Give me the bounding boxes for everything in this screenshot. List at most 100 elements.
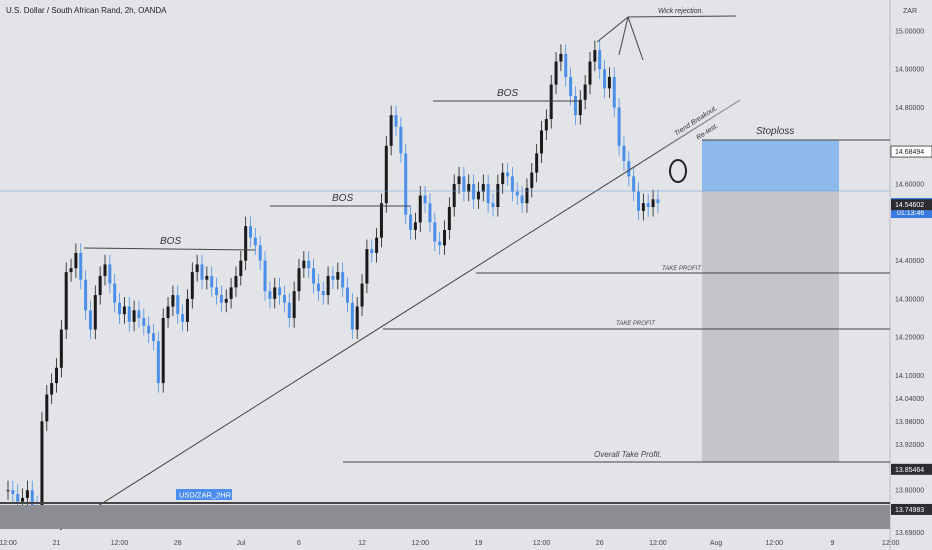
retest-line bbox=[659, 99, 741, 151]
candle bbox=[312, 268, 316, 284]
candle bbox=[612, 76, 616, 108]
candle bbox=[443, 229, 446, 246]
x-tick-label: 12:00 bbox=[111, 540, 129, 547]
x-tick-label: Aug bbox=[710, 540, 723, 547]
candle bbox=[637, 191, 640, 211]
candle bbox=[69, 268, 73, 273]
candle bbox=[336, 272, 340, 280]
support-zone bbox=[0, 505, 890, 529]
candle bbox=[462, 176, 466, 192]
candle bbox=[350, 302, 354, 330]
candle bbox=[249, 226, 252, 238]
candle bbox=[375, 237, 379, 253]
candle bbox=[108, 264, 112, 284]
price-tag-box bbox=[891, 463, 932, 475]
candle bbox=[476, 191, 480, 200]
candle bbox=[447, 207, 451, 230]
candle bbox=[501, 172, 505, 185]
candle bbox=[122, 306, 126, 315]
candle bbox=[481, 184, 485, 192]
x-tick-label: Jul bbox=[236, 540, 245, 547]
take-profit-label-2: TAKE PROFIT bbox=[616, 321, 656, 327]
candle bbox=[132, 310, 136, 322]
candle bbox=[316, 283, 320, 292]
price-tag-label: 14.68494 bbox=[895, 149, 924, 156]
candle bbox=[646, 203, 650, 208]
candle bbox=[6, 490, 10, 492]
candle bbox=[607, 76, 611, 89]
candle bbox=[215, 287, 219, 296]
candle bbox=[622, 145, 626, 162]
candle bbox=[617, 107, 621, 146]
candle bbox=[190, 272, 194, 299]
candle bbox=[59, 329, 63, 368]
candle bbox=[176, 295, 180, 315]
candle bbox=[137, 310, 141, 319]
candle bbox=[200, 264, 204, 280]
candle bbox=[161, 318, 165, 384]
candle bbox=[467, 184, 471, 192]
candle bbox=[302, 260, 306, 269]
candle bbox=[549, 84, 553, 119]
x-tick-label: 6 bbox=[297, 540, 301, 547]
candle bbox=[79, 252, 83, 280]
wick-arrow-2 bbox=[618, 16, 629, 56]
candle bbox=[142, 318, 146, 326]
candle bbox=[156, 340, 160, 384]
candle bbox=[25, 490, 29, 498]
candle bbox=[588, 61, 592, 85]
candle bbox=[578, 99, 582, 116]
y-tick-label: 14.10000 bbox=[895, 373, 924, 380]
candle bbox=[472, 184, 476, 200]
x-tick-label: 12:00 bbox=[766, 540, 784, 547]
candle bbox=[632, 176, 636, 192]
candle bbox=[569, 76, 573, 97]
candle bbox=[40, 421, 44, 514]
axis-currency: ZAR bbox=[903, 8, 917, 15]
y-tick-label: 13.69000 bbox=[895, 530, 924, 537]
candle bbox=[273, 287, 277, 299]
candle bbox=[438, 241, 442, 246]
candle bbox=[147, 325, 151, 334]
candle bbox=[321, 291, 325, 296]
candle bbox=[627, 161, 631, 177]
candle bbox=[365, 249, 369, 284]
stoploss-zone bbox=[702, 140, 839, 191]
y-tick-label: 13.98000 bbox=[895, 419, 924, 426]
candle bbox=[11, 490, 15, 495]
wick-arrow-3 bbox=[627, 16, 644, 61]
y-tick-label: 14.90000 bbox=[895, 67, 924, 74]
y-tick-label: 14.20000 bbox=[895, 335, 924, 342]
candle bbox=[50, 383, 54, 395]
price-axis[interactable]: ZAR 15.00000 14.90000 14.80000 14.60000 14.40… bbox=[890, 8, 932, 537]
price-tag-countdown: 01:13:46 bbox=[897, 210, 924, 217]
y-tick-label: 13.92000 bbox=[895, 442, 924, 449]
candle bbox=[510, 176, 514, 192]
price-tag-label: 13.74983 bbox=[895, 507, 924, 514]
candle bbox=[520, 195, 524, 204]
time-axis[interactable]: 12:00 21 12:00 28 Jul 6 12 12:00 19 12:00 26 12:00 A… bbox=[0, 540, 900, 547]
candle bbox=[292, 291, 296, 319]
candle bbox=[224, 298, 228, 303]
candle bbox=[297, 268, 301, 292]
y-tick-label: 15.00000 bbox=[895, 28, 924, 35]
candle bbox=[152, 333, 155, 341]
candle bbox=[171, 295, 175, 307]
candle bbox=[21, 497, 25, 502]
candle bbox=[379, 203, 383, 238]
candle bbox=[554, 61, 558, 85]
candle bbox=[656, 199, 660, 204]
price-tag-label: 14.54602 bbox=[895, 202, 924, 209]
candle bbox=[307, 260, 311, 269]
candle bbox=[55, 367, 58, 384]
candle bbox=[583, 84, 587, 100]
x-tick-label: 12:00 bbox=[411, 540, 429, 547]
candle bbox=[404, 153, 408, 215]
candle bbox=[525, 187, 529, 204]
candle bbox=[64, 272, 68, 330]
candle bbox=[515, 191, 519, 196]
y-tick-label: 14.04000 bbox=[895, 396, 924, 403]
candle bbox=[93, 295, 97, 330]
symbol-tag-box bbox=[176, 489, 232, 500]
